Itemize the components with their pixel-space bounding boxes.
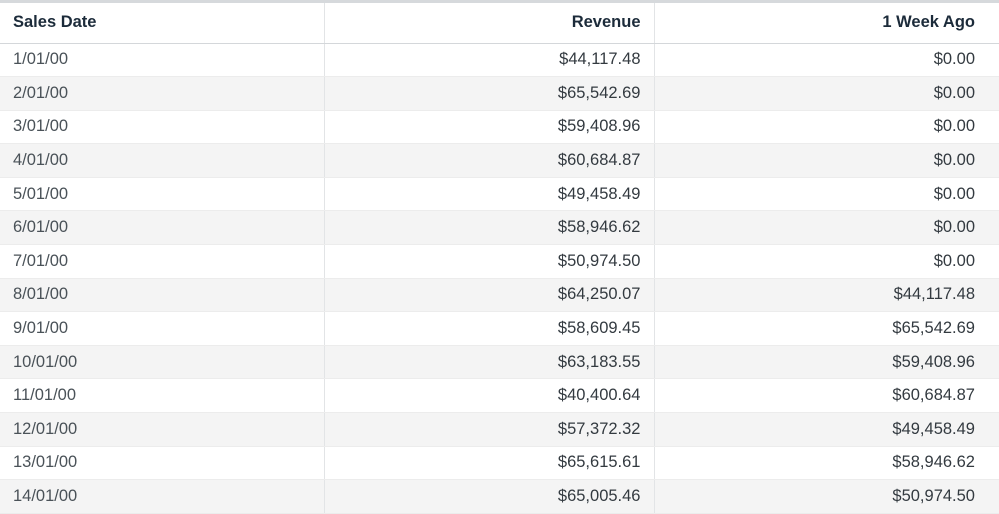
table-row: 13/01/00 $65,615.61 $58,946.62: [0, 446, 999, 481]
table-row: 2/01/00 $65,542.69 $0.00: [0, 76, 999, 111]
week-ago-cell: $58,946.62: [654, 446, 999, 481]
revenue-cell: $57,372.32: [324, 412, 655, 447]
revenue-cell: $58,609.45: [324, 311, 655, 346]
table-row: 9/01/00 $58,609.45 $65,542.69: [0, 311, 999, 346]
sales-date-cell: 4/01/00: [0, 143, 325, 178]
sales-date-cell: 10/01/00: [0, 345, 325, 380]
sales-date-cell: 5/01/00: [0, 177, 325, 212]
week-ago-cell: $0.00: [654, 76, 999, 111]
sales-date-cell: 13/01/00: [0, 446, 325, 481]
header-row: Sales Date Revenue 1 Week Ago: [0, 3, 999, 44]
table-row: 8/01/00 $64,250.07 $44,117.48: [0, 278, 999, 313]
revenue-cell: $40,400.64: [324, 378, 655, 414]
table-row: 6/01/00 $58,946.62 $0.00: [0, 210, 999, 246]
sales-date-cell: 11/01/00: [0, 378, 325, 414]
revenue-cell: $50,974.50: [324, 244, 655, 279]
sales-date-cell: 1/01/00: [0, 43, 325, 78]
week-ago-cell: $50,974.50: [654, 479, 999, 514]
table-row: 5/01/00 $49,458.49 $0.00: [0, 177, 999, 212]
table-row: 1/01/00 $44,117.48 $0.00: [0, 43, 999, 78]
sales-date-cell: 14/01/00: [0, 479, 325, 514]
week-ago-cell: $0.00: [654, 177, 999, 212]
week-ago-cell: $49,458.49: [654, 412, 999, 447]
week-ago-cell: $0.00: [654, 43, 999, 78]
sales-date-cell: 8/01/00: [0, 278, 325, 313]
sales-table: Sales Date Revenue 1 Week Ago 1/01/00 $44…: [0, 3, 999, 514]
table-row: 4/01/00 $60,684.87 $0.00: [0, 143, 999, 178]
revenue-cell: $65,542.69: [324, 76, 655, 111]
revenue-cell: $65,615.61: [324, 446, 655, 481]
revenue-cell: $58,946.62: [324, 210, 655, 246]
week-ago-cell: $44,117.48: [654, 278, 999, 313]
revenue-cell: $64,250.07: [324, 278, 655, 313]
sales-date-cell: 6/01/00: [0, 210, 325, 246]
revenue-cell: $63,183.55: [324, 345, 655, 380]
table-body: 1/01/00 $44,117.48 $0.00 2/01/00 $65,542.69 $…: [0, 43, 999, 514]
revenue-cell: $49,458.49: [324, 177, 655, 212]
table-row: 11/01/00 $40,400.64 $60,684.87: [0, 378, 999, 414]
week-ago-cell: $0.00: [654, 110, 999, 145]
sales-date-cell: 3/01/00: [0, 110, 325, 145]
week-ago-cell: $0.00: [654, 210, 999, 246]
week-ago-cell: $65,542.69: [654, 311, 999, 346]
table-header: Sales Date Revenue 1 Week Ago: [0, 3, 999, 44]
revenue-cell: $44,117.48: [324, 43, 655, 78]
sales-date-cell: 9/01/00: [0, 311, 325, 346]
sales-date-cell: 2/01/00: [0, 76, 325, 111]
sales-date-cell: 12/01/00: [0, 412, 325, 447]
column-header-1-week-ago[interactable]: 1 Week Ago: [654, 3, 999, 44]
table-row: 10/01/00 $63,183.55 $59,408.96: [0, 345, 999, 380]
table-row: 14/01/00 $65,005.46 $50,974.50: [0, 479, 999, 514]
column-header-revenue[interactable]: Revenue: [324, 3, 655, 44]
week-ago-cell: $60,684.87: [654, 378, 999, 414]
week-ago-cell: $0.00: [654, 244, 999, 279]
table-row: 7/01/00 $50,974.50 $0.00: [0, 244, 999, 279]
week-ago-cell: $0.00: [654, 143, 999, 178]
week-ago-cell: $59,408.96: [654, 345, 999, 380]
revenue-cell: $65,005.46: [324, 479, 655, 514]
revenue-cell: $59,408.96: [324, 110, 655, 145]
revenue-cell: $60,684.87: [324, 143, 655, 178]
table-row: 12/01/00 $57,372.32 $49,458.49: [0, 412, 999, 447]
column-header-sales-date[interactable]: Sales Date: [0, 3, 325, 44]
table-row: 3/01/00 $59,408.96 $0.00: [0, 110, 999, 145]
sales-date-cell: 7/01/00: [0, 244, 325, 279]
